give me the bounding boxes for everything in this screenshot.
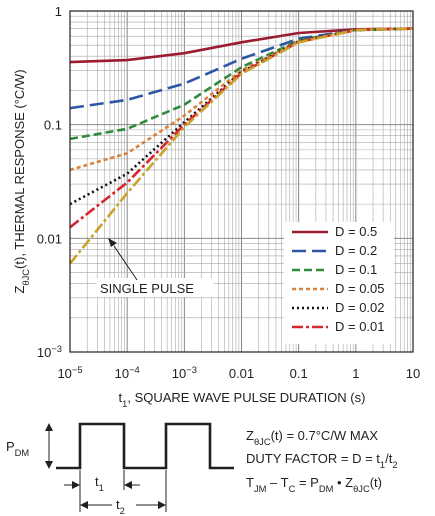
y-tick-label: 10−3: [37, 344, 62, 360]
plot-border: [69, 10, 414, 353]
t2-label: t2: [116, 497, 125, 516]
x-tick-label: 10−5: [57, 365, 82, 381]
t2-arrowhead: [158, 501, 166, 509]
x-tick-label: 10−3: [172, 365, 197, 381]
legend: D = 0.5 D = 0.2 D = 0.1 D = 0.05 D = 0.02 D =…: [284, 222, 394, 344]
pulse-diagram: PDM t1 t2 ZθJC(t) = 0.7°C/W MAX DUTY FACTOR …: [6, 422, 398, 516]
pdm-label: PDM: [6, 439, 29, 458]
axis-labels: t1, SQUARE WAVE PULSE DURATION (s) ZθJC(t…: [12, 69, 365, 409]
x-axis-label: t1, SQUARE WAVE PULSE DURATION (s): [119, 390, 366, 409]
annotation-background: [96, 278, 214, 297]
x-tick-label: 10−4: [115, 365, 140, 381]
x-tick-label: 10: [406, 366, 420, 381]
equation-duty-factor: DUTY FACTOR = D = t1/t2: [246, 451, 398, 470]
y-tick-label: 1: [55, 4, 62, 19]
plot-frame: [69, 10, 414, 353]
tick-labels: 10−5 10−4 10−3 0.01 0.1 1 10 10−3 0.01 0.1 1: [37, 4, 421, 381]
legend-box: [284, 222, 394, 344]
series-line-0.01: [69, 27, 414, 229]
x-tick-label: 0.01: [229, 366, 254, 381]
legend-label: D = 0.5: [335, 224, 377, 239]
x-tick-label: 1: [352, 366, 359, 381]
t1-arrowhead: [72, 481, 80, 489]
t2-arrowhead: [80, 501, 88, 509]
annotation-label: SINGLE PULSE: [100, 281, 194, 296]
y-tick-label: 0.01: [37, 231, 62, 246]
equation-zthjc: ZθJC(t) = 0.7°C/W MAX: [246, 428, 378, 447]
t1-arrowhead: [124, 481, 132, 489]
series-lines: [68, 27, 414, 265]
legend-label: D = 0.02: [335, 300, 385, 315]
y-tick-label: 0.1: [44, 118, 62, 133]
x-tick-label: 0.1: [290, 366, 308, 381]
legend-label: D = 0.01: [335, 319, 385, 334]
y-axis-label: ZθJC(t), THERMAL RESPONSE (°C/W): [12, 69, 31, 293]
t1-label: t1: [95, 474, 104, 493]
legend-label: D = 0.2: [335, 243, 377, 258]
pulse-waveform: [56, 422, 234, 470]
pdm-arrowhead-down: [45, 461, 53, 469]
series-line-single-pulse: [68, 27, 414, 265]
legend-label: D = 0.1: [335, 262, 377, 277]
equation-temperature-rise: TJM – TC = PDM • ZθJC(t): [246, 475, 382, 494]
legend-label: D = 0.05: [335, 281, 385, 296]
single-pulse-annotation: SINGLE PULSE: [96, 238, 214, 297]
annotation-arrowhead: [108, 238, 117, 247]
pdm-arrowhead-up: [45, 423, 53, 431]
annotation-arrow-line: [113, 245, 138, 281]
